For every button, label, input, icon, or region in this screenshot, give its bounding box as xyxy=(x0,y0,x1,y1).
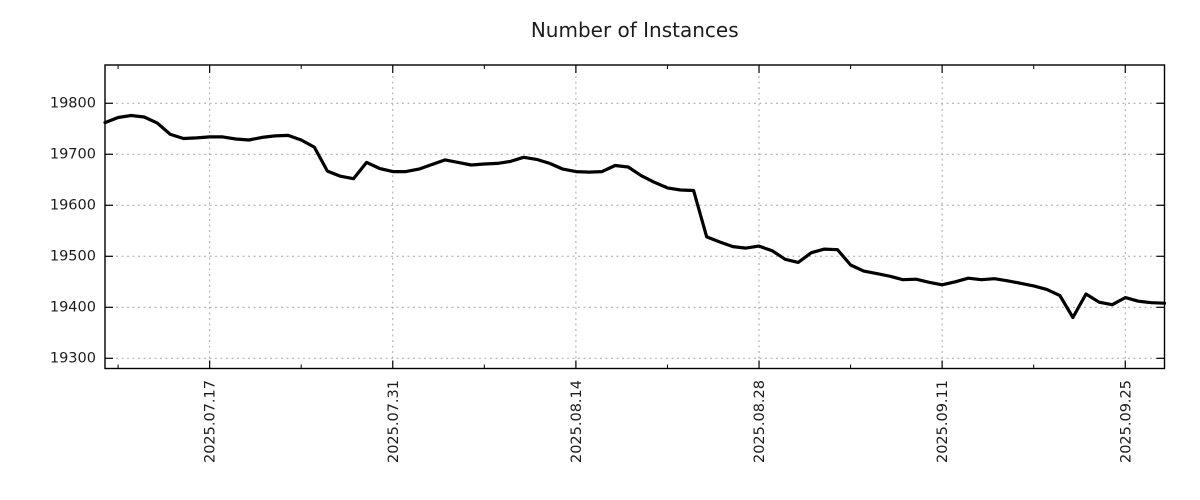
x-tick-label: 2025.08.14 xyxy=(569,380,585,463)
x-tick-label: 2025.07.31 xyxy=(386,380,402,463)
y-tick-label: 19500 xyxy=(50,248,96,264)
x-tick-label: 2025.08.28 xyxy=(752,380,768,463)
y-tick-label: 19800 xyxy=(50,95,96,111)
y-tick-label: 19700 xyxy=(50,146,96,162)
plot-border xyxy=(104,64,1166,370)
y-tick-label: 19600 xyxy=(50,197,96,213)
x-tick-label: 2025.09.11 xyxy=(935,380,951,463)
chart-title: Number of Instances xyxy=(531,18,739,42)
y-tick-label: 19400 xyxy=(50,299,96,315)
x-tick-label: 2025.07.17 xyxy=(203,380,219,463)
data-line xyxy=(103,113,1167,320)
y-tick-label: 19300 xyxy=(50,350,96,366)
x-tick-label: 2025.09.25 xyxy=(1118,380,1134,463)
